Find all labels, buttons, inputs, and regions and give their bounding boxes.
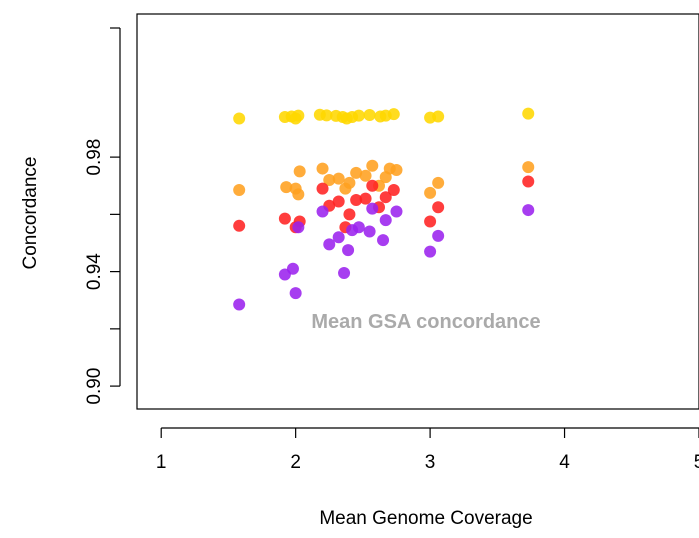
scatter-point [432, 229, 445, 242]
y-tick-label: 0.90 [84, 368, 105, 405]
scatter-point [350, 166, 363, 179]
x-axis-label: Mean Genome Coverage [319, 508, 532, 529]
scatter-point [363, 225, 376, 238]
scatter-point [359, 169, 372, 182]
scatter-point [363, 109, 376, 122]
scatter-point [377, 234, 390, 247]
y-axis-label: Concordance [20, 156, 41, 269]
scatter-point [379, 214, 392, 227]
y-tick-label: 0.98 [84, 139, 105, 176]
scatter-point [332, 172, 345, 185]
scatter-point [432, 176, 445, 189]
data-points [233, 107, 535, 311]
x-axis: 1 2 3 4 5 [156, 427, 699, 473]
scatter-point [233, 112, 246, 125]
scatter-point [522, 161, 535, 174]
scatter-point [366, 202, 379, 215]
x-tick-label: 2 [290, 452, 301, 473]
plot-frame [136, 13, 699, 410]
scatter-point [352, 109, 365, 122]
scatter-point [522, 175, 535, 188]
annotation-mean-gsa: Mean GSA concordance [311, 311, 540, 333]
scatter-point [379, 191, 392, 204]
scatter-point [338, 267, 351, 280]
scatter-point [316, 182, 329, 195]
scatter-point [350, 194, 363, 207]
scatter-point [323, 174, 336, 187]
scatter-point [280, 181, 293, 194]
scatter-point [522, 204, 535, 217]
scatter-point [323, 238, 336, 251]
scatter-point [289, 287, 302, 300]
scatter-point [293, 165, 306, 178]
x-tick-label: 1 [156, 452, 167, 473]
scatter-point [233, 298, 246, 311]
scatter-point [343, 208, 356, 221]
scatter-point [343, 176, 356, 189]
scatter-point [366, 179, 379, 192]
scatter-point [424, 245, 437, 258]
x-tick-label: 5 [694, 452, 699, 473]
scatter-point [387, 108, 400, 121]
scatter-point [292, 109, 305, 122]
scatter-point [332, 195, 345, 208]
x-tick-label: 4 [559, 452, 570, 473]
scatter-point [390, 163, 403, 176]
scatter-point [352, 221, 365, 234]
scatter-point [286, 262, 299, 275]
scatter-point [432, 201, 445, 214]
scatter-point [424, 215, 437, 228]
scatter-point [424, 186, 437, 199]
scatter-point [332, 231, 345, 244]
scatter-point [390, 205, 403, 218]
scatter-point [292, 188, 305, 201]
x-tick-label: 3 [425, 452, 436, 473]
scatter-point [320, 109, 333, 122]
scatter-point [387, 184, 400, 197]
y-axis: 0.90 0.94 0.98 [84, 27, 121, 405]
scatter-point [233, 184, 246, 197]
scatter-point [522, 107, 535, 120]
scatter-point [233, 219, 246, 232]
scatter-point [292, 221, 305, 234]
scatter-point [316, 205, 329, 218]
scatter-point [366, 159, 379, 172]
scatter-point [359, 192, 372, 205]
scatter-point [278, 212, 291, 225]
scatter-point [316, 162, 329, 175]
scatter-point [342, 244, 355, 257]
y-tick-label: 0.94 [84, 253, 105, 290]
scatter-point [432, 110, 445, 123]
